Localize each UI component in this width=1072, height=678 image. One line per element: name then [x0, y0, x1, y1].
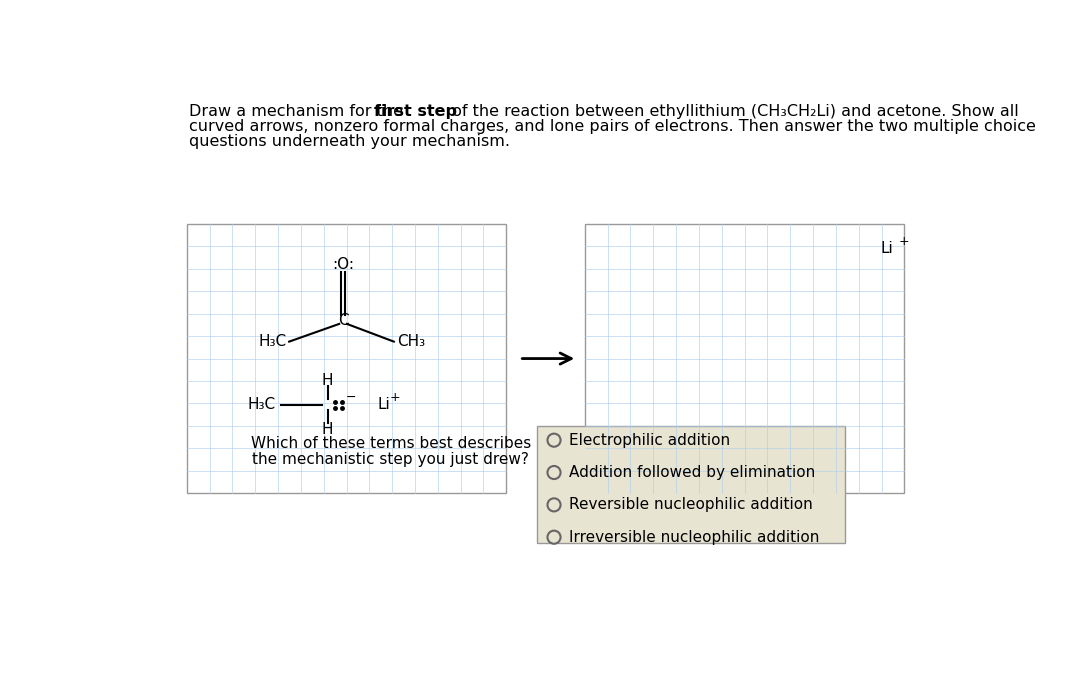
Circle shape: [548, 531, 561, 544]
Text: Electrophilic addition: Electrophilic addition: [569, 433, 730, 447]
Text: Li: Li: [377, 397, 390, 412]
Text: H: H: [322, 422, 333, 437]
Text: the mechanistic step you just drew?: the mechanistic step you just drew?: [252, 452, 530, 466]
Text: H: H: [322, 373, 333, 388]
Text: of the reaction between ethyllithium (CH₃CH₂Li) and acetone. Show all: of the reaction between ethyllithium (CH…: [447, 104, 1019, 119]
Text: Irreversible nucleophilic addition: Irreversible nucleophilic addition: [569, 530, 820, 544]
Text: CH₃: CH₃: [397, 334, 426, 349]
Text: questions underneath your mechanism.: questions underneath your mechanism.: [189, 134, 510, 148]
Circle shape: [548, 434, 561, 447]
Text: Li: Li: [880, 241, 893, 256]
Text: :O:: :O:: [332, 257, 354, 272]
Circle shape: [548, 466, 561, 479]
Text: first step: first step: [373, 104, 457, 119]
Text: Draw a mechanism for the: Draw a mechanism for the: [189, 104, 408, 119]
Bar: [537, 426, 845, 543]
Text: −: −: [346, 391, 357, 404]
Text: C: C: [338, 313, 348, 327]
Text: Which of these terms best describes: Which of these terms best describes: [251, 437, 531, 452]
Circle shape: [548, 498, 561, 511]
Text: Addition followed by elimination: Addition followed by elimination: [569, 465, 816, 480]
Text: +: +: [390, 391, 401, 404]
Text: curved arrows, nonzero formal charges, and lone pairs of electrons. Then answer : curved arrows, nonzero formal charges, a…: [189, 119, 1036, 134]
Text: Reversible nucleophilic addition: Reversible nucleophilic addition: [569, 498, 814, 513]
Text: H₃C: H₃C: [258, 334, 287, 349]
Text: H₃C: H₃C: [248, 397, 276, 412]
Bar: [187, 224, 506, 494]
Bar: [585, 224, 905, 494]
Text: +: +: [899, 235, 910, 248]
